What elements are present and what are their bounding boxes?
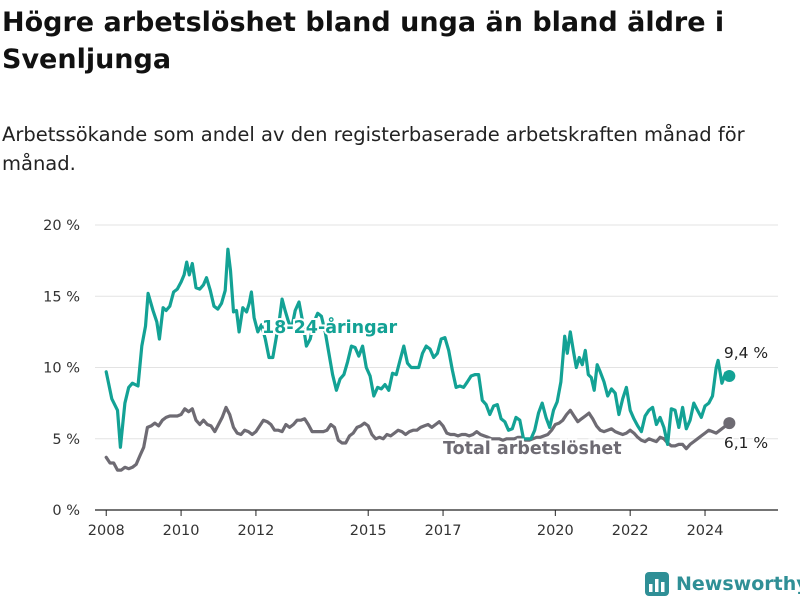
y-tick-label: 15 %: [43, 289, 80, 305]
total-series-label: Total arbetslöshet: [443, 439, 622, 459]
line-chart: 0 %5 %10 %15 %20 % 2008 2010 2012 2015 2017 2…: [43, 218, 778, 539]
x-tick-label: 2020: [537, 523, 574, 539]
brand-name: Newsworthy: [676, 573, 800, 595]
y-axis-ticks: 0 % 5 % 10 % 15 % 20 %: [43, 218, 80, 519]
youth-series-end-point: [723, 370, 736, 383]
total-series-line: [104, 405, 731, 472]
x-tick-label: 2008: [88, 523, 125, 539]
grid-lines: [95, 224, 778, 440]
series-lines: [104, 247, 736, 472]
x-tick-label: 2015: [350, 523, 387, 539]
total-series-end-point: [723, 417, 736, 430]
x-tick-label: 2024: [687, 523, 724, 539]
chart-title: Högre arbetslöshet bland unga än bland ä…: [2, 7, 725, 75]
bar-chart-logo-icon: [645, 572, 669, 596]
x-tick-label: 2012: [237, 523, 274, 539]
y-tick-label: 5 %: [52, 432, 80, 448]
y-tick-label: 10 %: [43, 361, 80, 377]
youth-series-label: 18-24-åringar: [262, 316, 397, 338]
x-tick-label: 2017: [425, 523, 462, 539]
y-tick-label: 0 %: [52, 503, 80, 519]
youth-end-value-label: 9,4 %: [724, 344, 768, 362]
x-tick-label: 2022: [612, 523, 649, 539]
chart-subtitle: Arbetssökande som andel av den registerb…: [2, 123, 745, 175]
x-tick-label: 2010: [163, 523, 200, 539]
newsworthy-logo: Newsworthy: [645, 570, 800, 598]
x-axis: 2008 2010 2012 2015 2017 2020 2022 2024: [88, 509, 778, 539]
youth-series-line: [104, 247, 731, 449]
series-labels: 18-24-åringar Total arbetslöshet 9,4 % 6,1 …: [260, 314, 770, 461]
y-tick-label: 20 %: [43, 218, 80, 234]
total-end-value-label: 6,1 %: [724, 434, 768, 452]
